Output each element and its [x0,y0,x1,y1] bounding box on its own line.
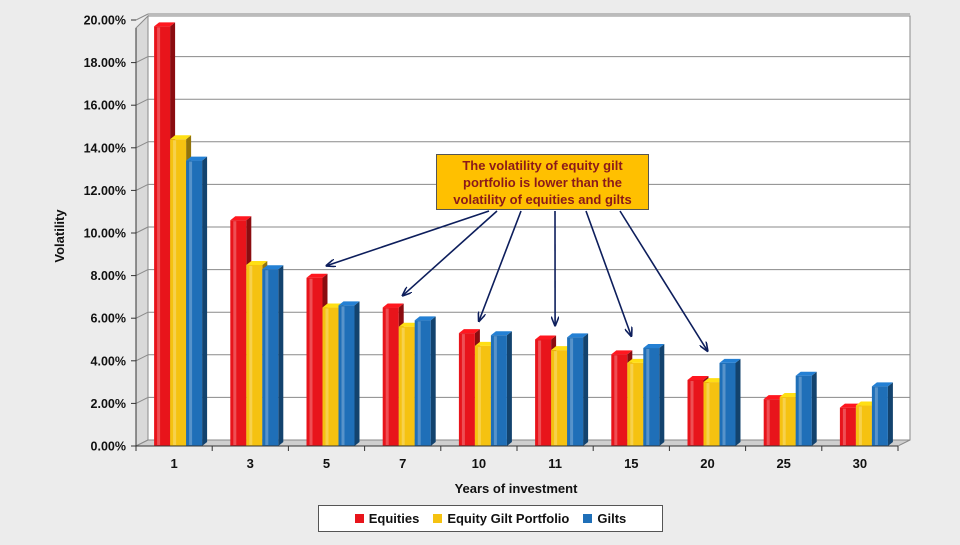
bar-gilts-1 [186,157,207,446]
x-tick-label: 20 [700,456,714,471]
legend-swatch-equities [355,514,364,523]
x-tick-label: 15 [624,456,638,471]
x-tick-label: 5 [323,456,330,471]
y-tick-label: 2.00% [91,397,126,411]
legend-swatch-equity-gilt-portfolio [433,514,442,523]
y-tick-label: 18.00% [84,56,126,70]
y-tick-label: 8.00% [91,269,126,283]
x-tick-label: 1 [170,456,177,471]
y-tick-label: 10.00% [84,227,126,241]
y-tick-label: 0.00% [91,440,126,454]
bar-gilts-5 [339,301,360,446]
x-tick-label: 11 [548,456,562,471]
x-tick-label: 25 [776,456,790,471]
bar-gilts-15 [643,344,664,446]
bar-gilts-3 [262,265,283,446]
legend-label-equities: Equities [369,511,420,526]
x-tick-label: 30 [853,456,867,471]
bar-gilts-11 [567,333,588,446]
legend-item-gilts: Gilts [583,511,626,526]
legend-swatch-gilts [583,514,592,523]
legend-item-equity-gilt-portfolio: Equity Gilt Portfolio [433,511,569,526]
legend-label-gilts: Gilts [597,511,626,526]
annotation-text: The volatility of equity gilt portfolio … [441,157,644,208]
bar-gilts-7 [415,316,436,446]
legend: Equities Equity Gilt Portfolio Gilts [318,505,663,532]
bar-gilts-25 [796,372,817,446]
y-tick-label: 6.00% [91,312,126,326]
legend-item-equities: Equities [355,511,420,526]
legend-label-equity-gilt-portfolio: Equity Gilt Portfolio [447,511,569,526]
bar-gilts-20 [720,359,741,446]
x-axis-label: Years of investment [455,481,578,496]
y-tick-label: 12.00% [84,184,126,198]
y-tick-label: 16.00% [84,99,126,113]
y-axis-label: Volatility [52,209,67,263]
bar-gilts-30 [872,382,893,446]
plot-side-wall [136,16,148,446]
x-tick-label: 3 [247,456,254,471]
y-tick-label: 20.00% [84,14,126,28]
y-tick-label: 4.00% [91,354,126,368]
x-tick-label: 7 [399,456,406,471]
annotation-callout: The volatility of equity gilt portfolio … [436,154,649,210]
y-tick-label: 14.00% [84,141,126,155]
bar-gilts-10 [491,331,512,446]
x-tick-label: 10 [472,456,486,471]
